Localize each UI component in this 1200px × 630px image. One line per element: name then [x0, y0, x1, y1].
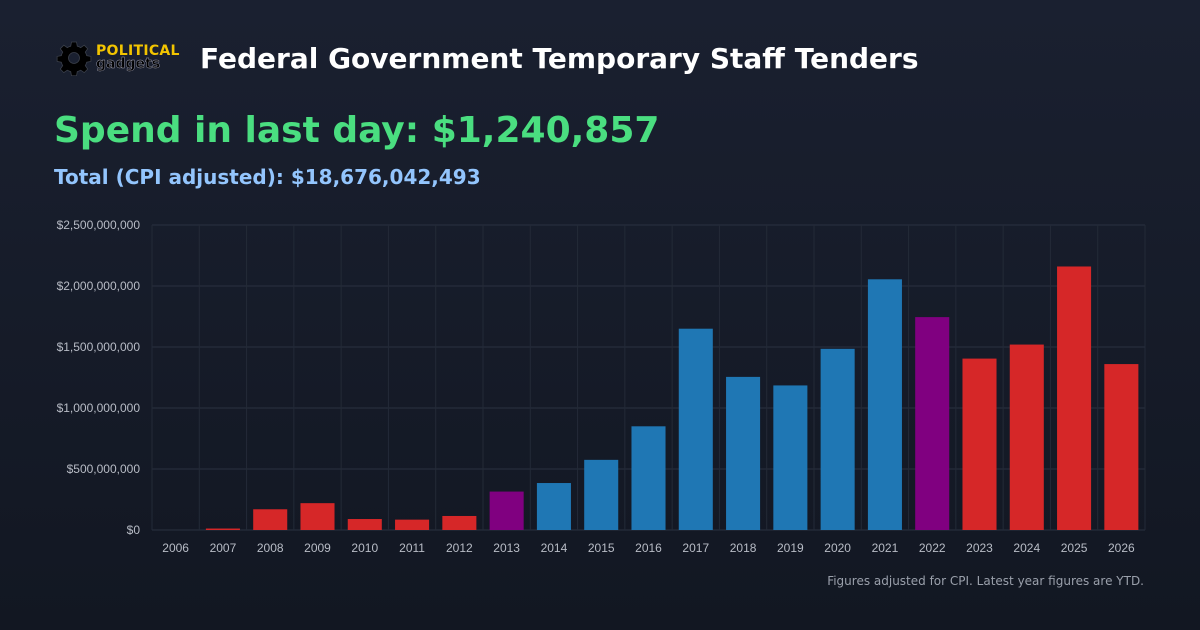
bar	[300, 503, 335, 530]
bar	[631, 426, 666, 530]
x-tick-label: 2025	[1061, 541, 1088, 555]
bar	[205, 528, 240, 530]
y-tick-label: $2,500,000,000	[57, 218, 141, 232]
logo-text: POLITICAL gadgets	[96, 43, 180, 72]
y-tick-label: $1,000,000,000	[57, 401, 141, 415]
bar	[584, 459, 619, 530]
x-tick-label: 2006	[162, 541, 189, 555]
x-tick-label: 2014	[541, 541, 568, 555]
total-cpi-adjusted: Total (CPI adjusted): $18,676,042,493	[54, 165, 481, 189]
gear-icon	[56, 41, 92, 76]
bar	[726, 376, 761, 530]
x-tick-label: 2011	[399, 541, 425, 555]
bar	[442, 515, 477, 530]
bar	[489, 491, 524, 530]
bar	[773, 385, 808, 530]
x-tick-label: 2010	[351, 541, 378, 555]
x-tick-label: 2017	[682, 541, 709, 555]
bar	[253, 509, 288, 530]
logo-top-text: POLITICAL	[96, 43, 180, 59]
footer-note: Figures adjusted for CPI. Latest year fi…	[827, 574, 1144, 588]
x-tick-label: 2021	[872, 541, 899, 555]
x-tick-label: 2026	[1108, 541, 1135, 555]
x-tick-label: 2022	[919, 541, 946, 555]
bar	[867, 279, 902, 530]
x-tick-label: 2015	[588, 541, 615, 555]
bar	[395, 519, 430, 530]
bar	[1057, 266, 1092, 530]
bar	[536, 483, 571, 530]
x-tick-label: 2009	[304, 541, 331, 555]
page-title: Federal Government Temporary Staff Tende…	[200, 41, 919, 75]
x-tick-label: 2024	[1013, 541, 1040, 555]
bar	[1104, 364, 1139, 530]
x-tick-label: 2023	[966, 541, 993, 555]
y-tick-label: $2,000,000,000	[57, 279, 141, 293]
x-tick-label: 2018	[730, 541, 757, 555]
x-tick-label: 2020	[824, 541, 851, 555]
bar	[1009, 344, 1044, 530]
x-tick-label: 2019	[777, 541, 804, 555]
bar	[962, 358, 997, 530]
logo-bottom-text: gadgets	[96, 56, 161, 72]
bar	[678, 328, 713, 530]
y-tick-label: $1,500,000,000	[57, 340, 141, 354]
x-tick-label: 2013	[493, 541, 520, 555]
y-tick-label: $0	[127, 523, 141, 537]
x-tick-label: 2007	[210, 541, 237, 555]
x-tick-label: 2008	[257, 541, 284, 555]
bar	[915, 317, 950, 530]
bar	[820, 348, 855, 530]
bar	[347, 519, 382, 530]
spend-last-day: Spend in last day: $1,240,857	[54, 110, 660, 151]
header: POLITICAL gadgets Federal Government Tem…	[56, 40, 919, 76]
x-tick-label: 2012	[446, 541, 473, 555]
y-tick-label: $500,000,000	[67, 462, 141, 476]
logo: POLITICAL gadgets	[56, 40, 186, 76]
x-tick-label: 2016	[635, 541, 662, 555]
